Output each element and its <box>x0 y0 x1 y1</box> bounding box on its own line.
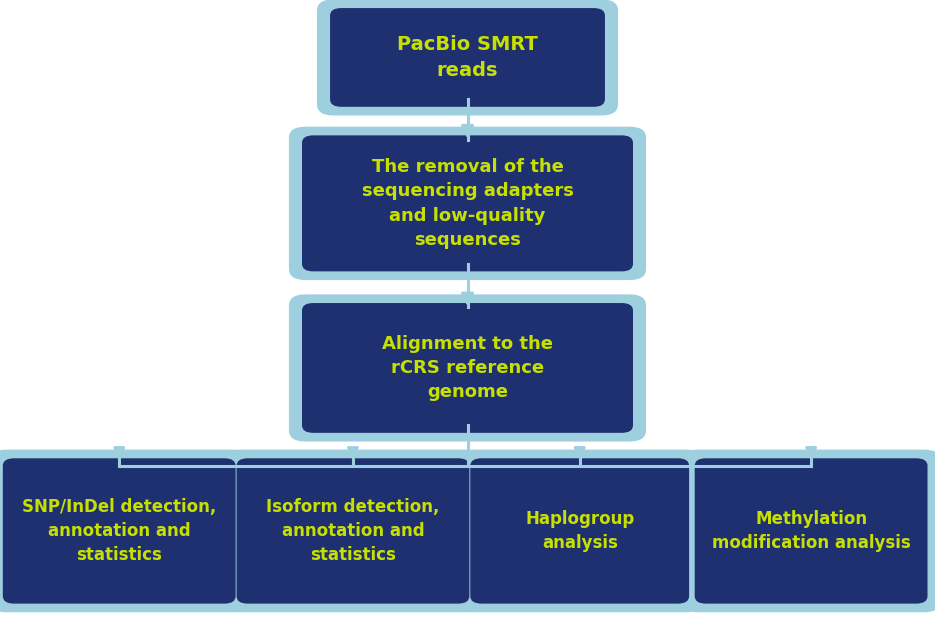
FancyBboxPatch shape <box>302 303 633 433</box>
Text: SNP/InDel detection,
annotation and
statistics: SNP/InDel detection, annotation and stat… <box>22 497 216 564</box>
FancyBboxPatch shape <box>237 458 469 604</box>
Text: Isoform detection,
annotation and
statistics: Isoform detection, annotation and statis… <box>266 497 439 564</box>
FancyBboxPatch shape <box>223 450 482 612</box>
FancyBboxPatch shape <box>682 450 935 612</box>
FancyBboxPatch shape <box>0 450 249 612</box>
FancyBboxPatch shape <box>330 8 605 107</box>
FancyBboxPatch shape <box>457 450 702 612</box>
FancyBboxPatch shape <box>289 127 646 280</box>
FancyBboxPatch shape <box>3 458 236 604</box>
Text: Methylation
modification analysis: Methylation modification analysis <box>712 510 911 552</box>
FancyBboxPatch shape <box>470 458 689 604</box>
Text: PacBio SMRT
reads: PacBio SMRT reads <box>397 35 538 80</box>
FancyBboxPatch shape <box>289 294 646 442</box>
Text: Alignment to the
rCRS reference
genome: Alignment to the rCRS reference genome <box>382 335 553 401</box>
FancyBboxPatch shape <box>317 0 618 116</box>
FancyBboxPatch shape <box>302 135 633 271</box>
Text: The removal of the
sequencing adapters
and low-quality
sequences: The removal of the sequencing adapters a… <box>362 158 573 249</box>
Text: Haplogroup
analysis: Haplogroup analysis <box>525 510 634 552</box>
FancyBboxPatch shape <box>695 458 928 604</box>
